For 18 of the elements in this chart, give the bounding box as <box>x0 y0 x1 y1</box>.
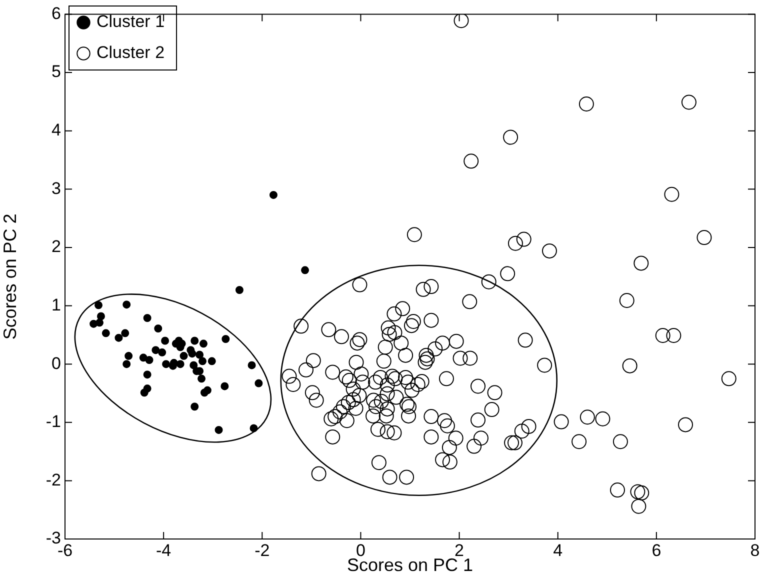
x-tick-label: -2 <box>254 540 270 560</box>
y-tick-label: 4 <box>52 120 61 140</box>
y-tick-label: -1 <box>46 412 61 432</box>
y-tick-label: 2 <box>52 237 61 256</box>
x-tick-label: 8 <box>750 540 760 560</box>
y-tick-label: 6 <box>52 4 61 23</box>
x-tick-label: 6 <box>652 540 662 560</box>
x-tick-label: 4 <box>553 540 563 560</box>
legend-label: Cluster 2 <box>96 43 165 62</box>
x-tick-label: -4 <box>156 540 172 560</box>
y-tick-label: -3 <box>46 528 61 548</box>
y-tick-label: -2 <box>46 470 61 490</box>
y-axis-title: Scores on PC 2 <box>0 214 20 340</box>
y-tick-label: 0 <box>52 354 61 373</box>
y-tick-label: 3 <box>52 178 61 198</box>
legend-label: Cluster 1 <box>96 12 165 32</box>
y-tick-label: 5 <box>52 62 61 82</box>
y-tick-label: 1 <box>52 295 61 314</box>
